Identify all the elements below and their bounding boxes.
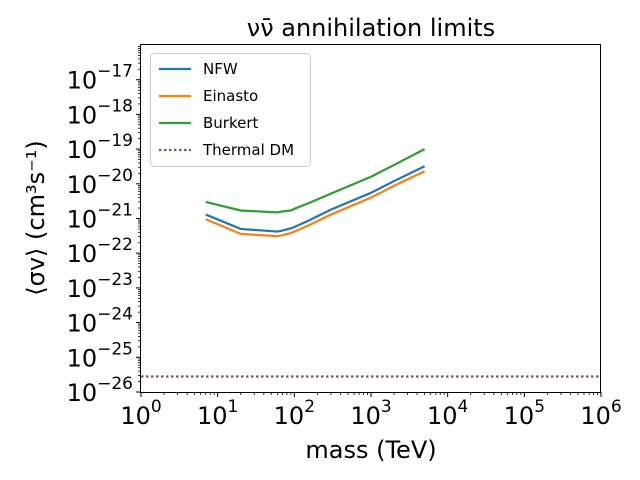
y-tick-label: 10−24 (67, 305, 133, 338)
y-tick-label: 10−21 (67, 201, 133, 234)
y-tick-label: 10−25 (67, 339, 133, 372)
series-layer (141, 148, 601, 378)
x-tick-label: 100 (120, 397, 161, 430)
y-tick-label: 10−20 (67, 166, 133, 199)
y-tick-label: 10−17 (67, 62, 133, 95)
legend-label: Burkert (203, 114, 259, 132)
legend-label: Einasto (203, 87, 258, 105)
y-tick-label: 10−26 (67, 374, 133, 407)
series-line-burkert (205, 148, 426, 214)
x-tick-label: 106 (580, 397, 621, 430)
x-tick-label: 103 (350, 397, 391, 430)
y-axis-label: ⟨σv⟩ (cm³s⁻¹) (22, 140, 50, 295)
plot-frame (140, 44, 601, 393)
x-axis-ticks: 100 101 102 103 104 105 106 (120, 392, 622, 430)
x-tick-label: 102 (274, 397, 315, 430)
legend-label: Thermal DM (202, 141, 294, 159)
y-tick-label: 10−22 (67, 235, 133, 268)
x-axis-label: mass (TeV) (305, 436, 436, 464)
legend-box (150, 53, 311, 167)
y-axis-ticks: 10−2610−2510−2410−2310−2210−2110−2010−19… (67, 46, 141, 407)
y-tick-label: 10−23 (67, 270, 133, 303)
series-line-nfw (205, 165, 426, 233)
legend: NFW Einasto Burkert Thermal DM (150, 53, 311, 167)
legend-label: NFW (203, 60, 238, 78)
x-tick-label: 101 (197, 397, 238, 430)
y-tick-label: 10−18 (67, 96, 133, 129)
x-tick-label: 105 (504, 397, 545, 430)
series-line-einasto (205, 170, 426, 238)
chart-title: νν̄ annihilation limits (247, 14, 495, 42)
y-tick-label: 10−19 (67, 131, 133, 164)
x-tick-label: 104 (427, 397, 468, 430)
